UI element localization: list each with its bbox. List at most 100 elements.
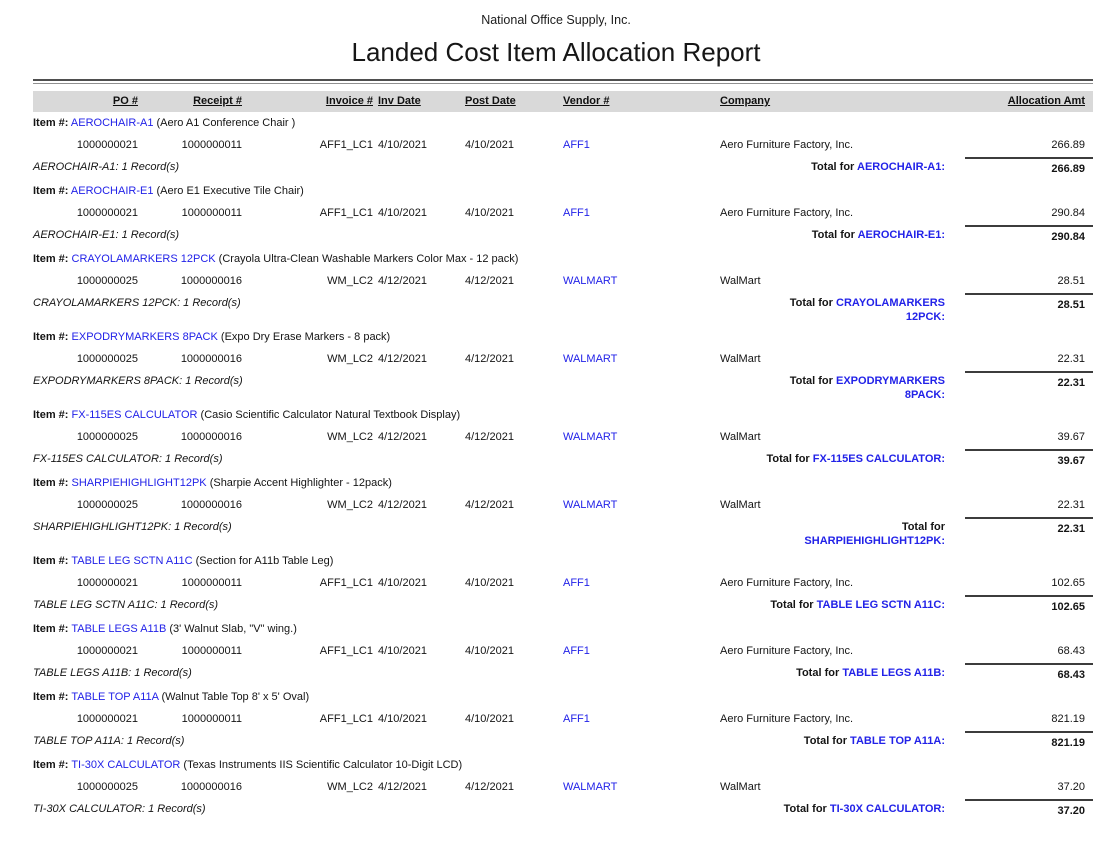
total-amount: 266.89 bbox=[945, 156, 1093, 177]
record-count: AEROCHAIR-E1: 1 Record(s) bbox=[33, 229, 180, 241]
page-title: Landed Cost Item Allocation Report bbox=[351, 37, 761, 67]
total-item-number: TI-30X CALCULATOR: bbox=[829, 803, 945, 815]
inv-date-cell: 4/10/2021 bbox=[378, 207, 427, 219]
allocation-amount-cell: 266.89 bbox=[1051, 139, 1085, 151]
total-label-line: Total for FX-115ES CALCULATOR: bbox=[738, 452, 945, 467]
company-cell: WalMart bbox=[720, 431, 761, 443]
item-number-label: Item #: bbox=[33, 623, 69, 635]
allocation-row: 1000000025 1000000016 WM_LC2 4/12/2021 4/12/… bbox=[33, 776, 1093, 798]
company-cell: Aero Furniture Factory, Inc. bbox=[720, 645, 854, 657]
total-item-number: 12PCK: bbox=[905, 311, 945, 323]
col-header-invoice: Invoice # bbox=[325, 95, 373, 107]
po-number-cell: 1000000021 bbox=[76, 713, 138, 725]
company-cell: Aero Furniture Factory, Inc. bbox=[720, 713, 854, 725]
item-header-line: Item #: TABLE LEGS A11B (3' Walnut Slab,… bbox=[33, 618, 1093, 640]
receipt-number-cell: 1000000011 bbox=[181, 577, 242, 589]
col-header-po: PO # bbox=[112, 95, 138, 107]
inv-date-cell: 4/10/2021 bbox=[378, 577, 427, 589]
item-header-line: Item #: TABLE TOP A11A (Walnut Table Top… bbox=[33, 686, 1093, 708]
po-number-cell: 1000000021 bbox=[76, 645, 138, 657]
total-label: Total for TABLE LEGS A11B: bbox=[738, 662, 945, 681]
item-number-label: Item #: bbox=[33, 409, 69, 421]
item-description: (Aero E1 Executive Tile Chair) bbox=[156, 185, 304, 197]
allocation-amount-cell: 68.43 bbox=[1057, 645, 1085, 657]
record-count: TI-30X CALCULATOR: 1 Record(s) bbox=[33, 803, 206, 815]
po-number-cell: 1000000025 bbox=[76, 499, 138, 511]
group-footer: TABLE LEG SCTN A11C: 1 Record(s) Total fo… bbox=[33, 594, 1093, 616]
receipt-number-cell: 1000000016 bbox=[180, 353, 242, 365]
inv-date-cell: 4/12/2021 bbox=[378, 353, 427, 365]
total-label-line: Total for TABLE TOP A11A: bbox=[738, 734, 945, 749]
item-number-label: Item #: bbox=[33, 759, 69, 771]
post-date-cell: 4/12/2021 bbox=[465, 781, 514, 793]
record-count: CRAYOLAMARKERS 12PCK: 1 Record(s) bbox=[33, 297, 241, 309]
total-label: Total for TABLE LEG SCTN A11C: bbox=[738, 594, 945, 613]
total-prefix: Total for bbox=[789, 375, 833, 387]
total-item-number: 8PACK: bbox=[904, 389, 945, 401]
item-header-line: Item #: SHARPIEHIGHLIGHT12PK (Sharpie Ac… bbox=[33, 472, 1093, 494]
total-amount: 68.43 bbox=[945, 662, 1093, 683]
allocation-amount-cell: 37.20 bbox=[1057, 781, 1085, 793]
total-label-line: Total for AEROCHAIR-A1: bbox=[738, 160, 945, 175]
total-amount-value: 22.31 bbox=[965, 371, 1093, 389]
total-amount: 821.19 bbox=[945, 730, 1093, 751]
item-number: TABLE LEG SCTN A11C bbox=[71, 555, 193, 567]
col-header-company: Company bbox=[720, 95, 771, 107]
total-label-line: Total for TABLE LEGS A11B: bbox=[738, 666, 945, 681]
vendor-number-cell: WALMART bbox=[563, 781, 618, 793]
vendor-number-cell: AFF1 bbox=[563, 577, 590, 589]
column-header-row: PO # Receipt # Invoice # Inv Date Post D… bbox=[33, 91, 1093, 112]
total-label: Total for CRAYOLAMARKERS 12PCK: bbox=[738, 292, 945, 324]
allocation-amount-cell: 22.31 bbox=[1057, 353, 1085, 365]
record-count: FX-115ES CALCULATOR: 1 Record(s) bbox=[33, 453, 223, 465]
item-group: Item #: TABLE LEG SCTN A11C (Section for… bbox=[33, 550, 1093, 616]
col-header-receipt: Receipt # bbox=[193, 95, 242, 107]
item-header-line: Item #: EXPODRYMARKERS 8PACK (Expo Dry E… bbox=[33, 326, 1093, 348]
invoice-number-cell: WM_LC2 bbox=[327, 781, 373, 793]
total-amount-value: 68.43 bbox=[965, 663, 1093, 681]
inv-date-cell: 4/10/2021 bbox=[378, 139, 427, 151]
po-number-cell: 1000000021 bbox=[76, 577, 138, 589]
allocation-amount-cell: 22.31 bbox=[1057, 499, 1085, 511]
inv-date-cell: 4/10/2021 bbox=[378, 645, 427, 657]
total-prefix: Total for bbox=[901, 521, 945, 533]
total-label: Total for FX-115ES CALCULATOR: bbox=[738, 448, 945, 467]
inv-date-cell: 4/10/2021 bbox=[378, 713, 427, 725]
total-label-line: Total for TI-30X CALCULATOR: bbox=[738, 802, 945, 817]
col-header-allocation-amt: Allocation Amt bbox=[1007, 95, 1085, 107]
company-cell: WalMart bbox=[720, 275, 761, 287]
inv-date-cell: 4/12/2021 bbox=[378, 499, 427, 511]
item-group: Item #: AEROCHAIR-E1 (Aero E1 Executive … bbox=[33, 180, 1093, 246]
item-number-label: Item #: bbox=[33, 691, 69, 703]
item-number: TABLE TOP A11A bbox=[71, 691, 159, 703]
item-number-label: Item #: bbox=[33, 477, 69, 489]
item-number: FX-115ES CALCULATOR bbox=[71, 409, 198, 421]
allocation-row: 1000000025 1000000016 WM_LC2 4/12/2021 4/12/… bbox=[33, 270, 1093, 292]
total-prefix: Total for bbox=[789, 297, 833, 309]
company-cell: WalMart bbox=[720, 353, 761, 365]
company-cell: Aero Furniture Factory, Inc. bbox=[720, 139, 854, 151]
post-date-cell: 4/12/2021 bbox=[465, 499, 514, 511]
item-group: Item #: AEROCHAIR-A1 (Aero A1 Conference… bbox=[33, 112, 1093, 178]
total-item-number: SHARPIEHIGHLIGHT12PK: bbox=[804, 535, 945, 547]
item-description: (3' Walnut Slab, "V" wing.) bbox=[169, 623, 297, 635]
post-date-cell: 4/10/2021 bbox=[465, 577, 514, 589]
item-header-line: Item #: AEROCHAIR-A1 (Aero A1 Conference… bbox=[33, 112, 1093, 134]
group-footer: AEROCHAIR-E1: 1 Record(s) Total for AEROC… bbox=[33, 224, 1093, 246]
total-amount-value: 37.20 bbox=[965, 799, 1093, 817]
invoice-number-cell: WM_LC2 bbox=[327, 499, 373, 511]
total-amount-value: 102.65 bbox=[965, 595, 1093, 613]
total-label: Total for AEROCHAIR-A1: bbox=[738, 156, 945, 175]
group-footer: AEROCHAIR-A1: 1 Record(s) Total for AEROC… bbox=[33, 156, 1093, 178]
po-number-cell: 1000000021 bbox=[76, 207, 138, 219]
item-number: TABLE LEGS A11B bbox=[71, 623, 167, 635]
company-cell: Aero Furniture Factory, Inc. bbox=[720, 577, 854, 589]
item-number-label: Item #: bbox=[33, 185, 69, 197]
invoice-number-cell: WM_LC2 bbox=[327, 431, 373, 443]
company-cell: WalMart bbox=[720, 781, 761, 793]
receipt-number-cell: 1000000016 bbox=[180, 431, 242, 443]
total-amount-value: 39.67 bbox=[965, 449, 1093, 467]
col-header-vendor: Vendor # bbox=[563, 95, 610, 107]
item-group: Item #: EXPODRYMARKERS 8PACK (Expo Dry E… bbox=[33, 326, 1093, 402]
item-number-label: Item #: bbox=[33, 253, 69, 265]
